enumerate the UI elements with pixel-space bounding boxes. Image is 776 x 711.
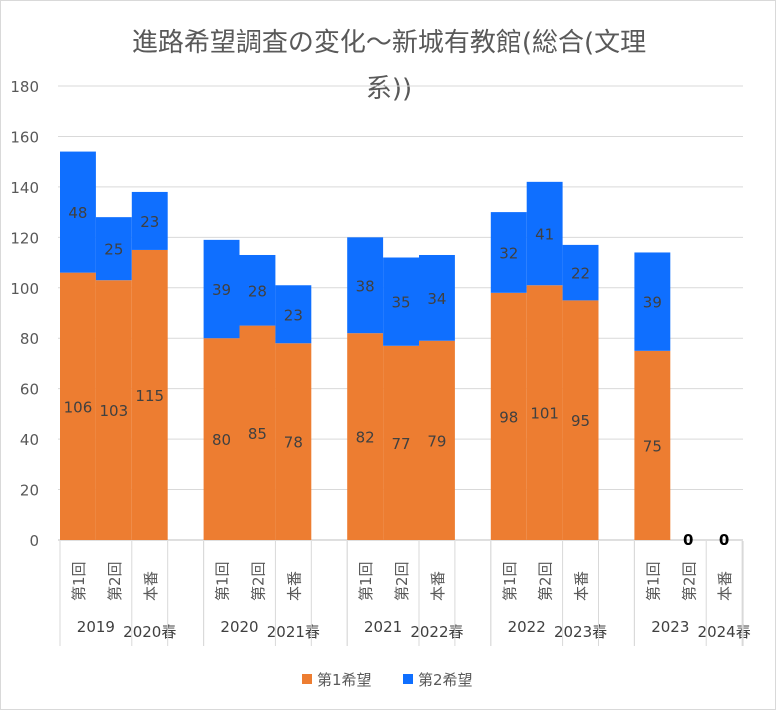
category-label: 第2回 bbox=[680, 561, 698, 601]
group-label: 2022春 bbox=[410, 623, 463, 641]
bar-segment bbox=[239, 254, 276, 326]
data-label: 41 bbox=[535, 226, 554, 244]
data-label: 101 bbox=[530, 405, 559, 423]
y-tick-label: 100 bbox=[10, 280, 39, 298]
y-tick-label: 180 bbox=[10, 78, 39, 96]
data-label: 34 bbox=[427, 290, 446, 308]
bar-segment bbox=[419, 254, 455, 341]
y-tick-label: 120 bbox=[10, 229, 39, 247]
data-label: 28 bbox=[248, 282, 267, 300]
category-label: 本番 bbox=[573, 571, 591, 601]
data-label: 22 bbox=[571, 265, 590, 283]
chart-title: 系)) bbox=[366, 74, 412, 104]
bar-segment bbox=[634, 252, 671, 351]
data-label: 23 bbox=[140, 213, 159, 231]
category-label: 第2回 bbox=[106, 561, 124, 601]
bar-segment bbox=[131, 249, 168, 540]
category-label: 本番 bbox=[716, 571, 734, 601]
group-label: 2022 bbox=[508, 618, 546, 636]
group-label: 2019 bbox=[77, 618, 115, 636]
data-label: 80 bbox=[212, 431, 231, 449]
bar-segment bbox=[275, 343, 312, 540]
bar-segment bbox=[131, 191, 168, 250]
bar-segment bbox=[347, 237, 384, 334]
data-label: 115 bbox=[135, 387, 164, 405]
group-label: 2023 bbox=[651, 618, 689, 636]
chart-title: 進路希望調査の変化～新城有教館(総合(文理 bbox=[132, 28, 646, 58]
group-label: 2020 bbox=[220, 618, 258, 636]
category-label: 第1回 bbox=[644, 561, 662, 601]
y-tick-label: 60 bbox=[20, 381, 39, 399]
data-label: 77 bbox=[392, 435, 411, 453]
category-label: 第1回 bbox=[357, 561, 375, 601]
category-label: 第2回 bbox=[393, 561, 411, 601]
y-tick-label: 140 bbox=[10, 179, 39, 197]
data-label: 25 bbox=[104, 241, 123, 259]
data-label: 35 bbox=[392, 294, 411, 312]
data-label: 0 bbox=[719, 531, 729, 549]
legend-swatch bbox=[302, 674, 312, 684]
y-tick-label: 160 bbox=[10, 128, 39, 146]
category-label: 本番 bbox=[429, 571, 447, 601]
bar-segment bbox=[562, 300, 599, 540]
data-label: 85 bbox=[248, 425, 267, 443]
bar-segment bbox=[526, 181, 563, 286]
category-label: 第2回 bbox=[537, 561, 555, 601]
data-label: 32 bbox=[499, 244, 518, 262]
data-label: 82 bbox=[356, 429, 375, 447]
category-label: 本番 bbox=[142, 571, 160, 601]
y-tick-label: 80 bbox=[20, 330, 39, 348]
bar-segment bbox=[419, 340, 455, 540]
group-label: 2021 bbox=[364, 618, 402, 636]
data-label: 98 bbox=[499, 408, 518, 426]
bar-segment bbox=[526, 285, 563, 540]
data-label: 48 bbox=[68, 204, 87, 222]
bar-segment bbox=[60, 272, 96, 540]
category-label: 第1回 bbox=[70, 561, 88, 601]
data-label: 23 bbox=[284, 306, 303, 324]
y-tick-label: 20 bbox=[20, 482, 39, 500]
data-label: 39 bbox=[643, 294, 662, 312]
bar-segment bbox=[275, 285, 312, 344]
group-label: 2020春 bbox=[123, 623, 176, 641]
group-label: 2021春 bbox=[267, 623, 320, 641]
bar-segment bbox=[203, 338, 240, 540]
bar-segment bbox=[383, 345, 419, 540]
legend-label: 第1希望 bbox=[317, 671, 372, 689]
data-label: 103 bbox=[100, 402, 129, 420]
category-label: 本番 bbox=[285, 571, 303, 601]
category-label: 第2回 bbox=[249, 561, 267, 601]
group-label: 2024春 bbox=[698, 623, 751, 641]
data-label: 38 bbox=[356, 277, 375, 295]
data-label: 75 bbox=[643, 437, 662, 455]
bar-segment bbox=[95, 280, 132, 540]
bar-segment bbox=[347, 333, 384, 540]
bar-segment bbox=[562, 244, 599, 301]
bar-segment bbox=[490, 212, 527, 293]
data-label: 106 bbox=[64, 398, 93, 416]
bar-segment bbox=[95, 217, 132, 281]
data-label: 0 bbox=[683, 531, 693, 549]
bar-segment bbox=[490, 292, 527, 540]
legend-label: 第2希望 bbox=[418, 671, 473, 689]
bar-segment bbox=[634, 350, 671, 540]
group-label: 2023春 bbox=[554, 623, 607, 641]
category-label: 第1回 bbox=[214, 561, 232, 601]
bar-segment bbox=[203, 239, 240, 339]
data-label: 79 bbox=[427, 432, 446, 450]
y-tick-label: 0 bbox=[29, 532, 39, 550]
data-label: 95 bbox=[571, 412, 590, 430]
bar-segment bbox=[383, 257, 419, 346]
data-label: 78 bbox=[284, 434, 303, 452]
category-label: 第1回 bbox=[501, 561, 519, 601]
data-label: 39 bbox=[212, 281, 231, 299]
legend-swatch bbox=[403, 674, 413, 684]
bar-segment bbox=[60, 151, 96, 273]
y-tick-label: 40 bbox=[20, 431, 39, 449]
bar-segment bbox=[239, 325, 276, 540]
